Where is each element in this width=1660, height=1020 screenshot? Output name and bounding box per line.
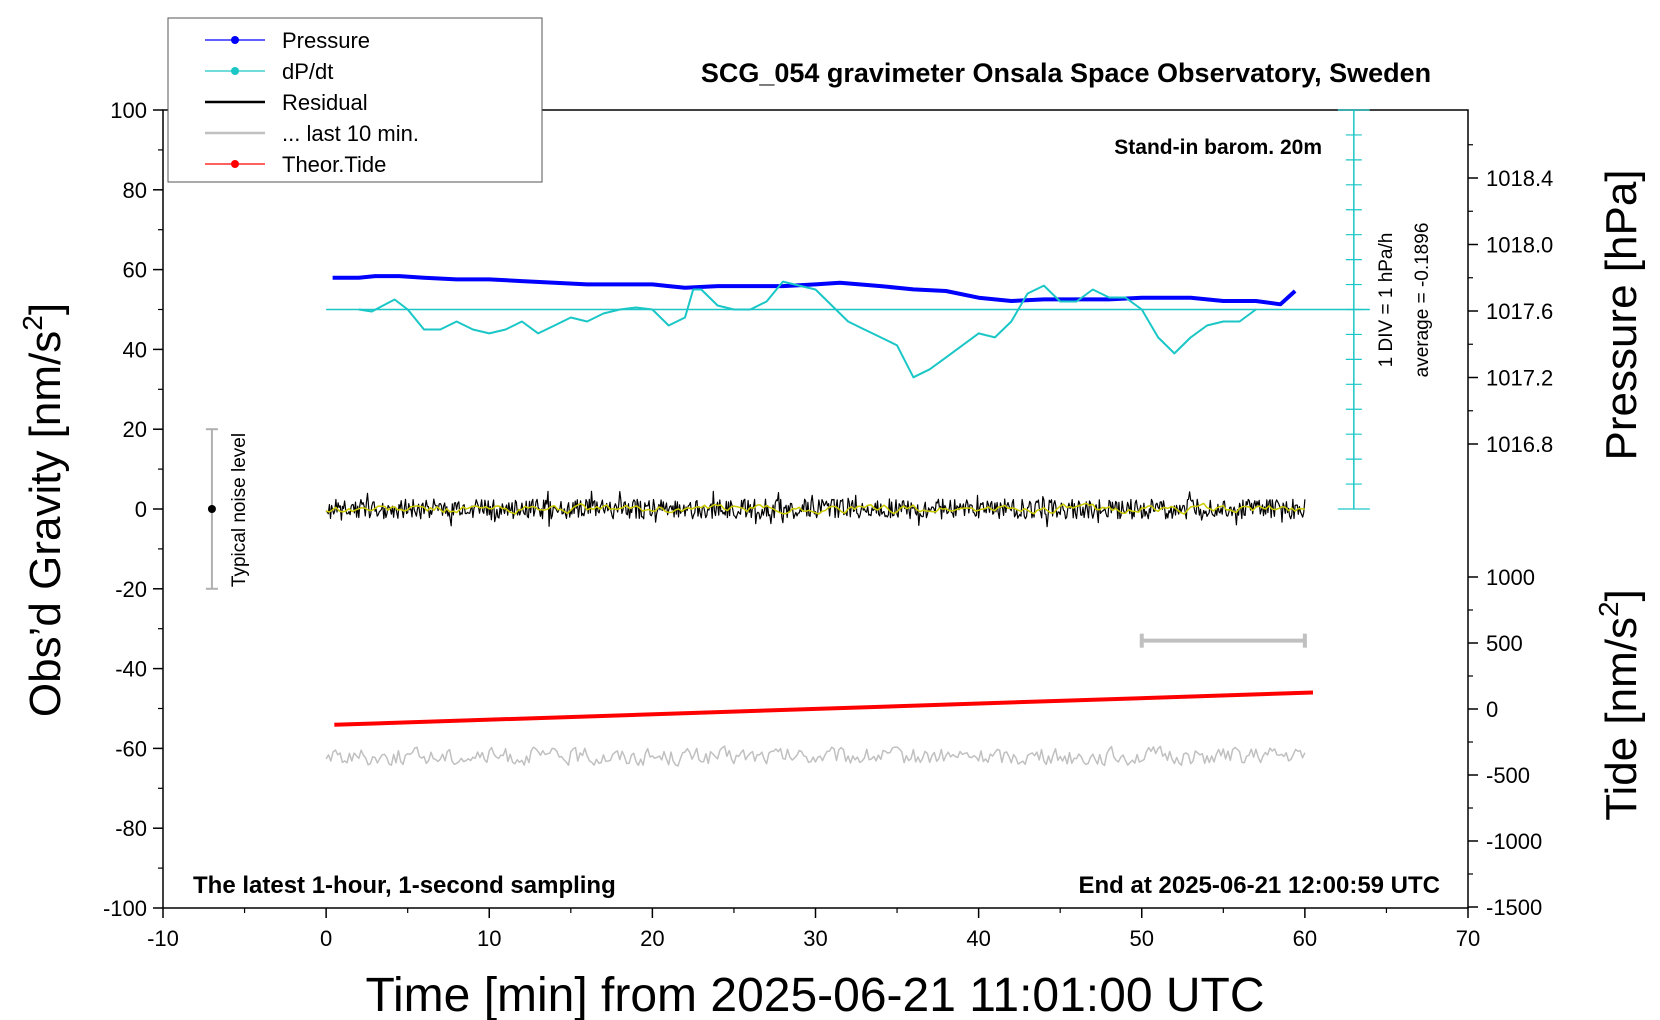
- footer-right-text: End at 2025-06-21 12:00:59 UTC: [1079, 872, 1441, 899]
- left-y-axis-label: Obs’d Gravity [nm/s2]: [17, 303, 70, 717]
- legend-label: Theor.Tide: [282, 152, 386, 177]
- series-residual-smoothed: [325, 502, 1305, 515]
- x-tick-label: 70: [1456, 926, 1480, 951]
- footer-left-text: The latest 1-hour, 1-second sampling: [193, 872, 616, 899]
- pressure-tick-label: 1017.2: [1486, 366, 1553, 391]
- series-theor-tide: [334, 690, 1314, 727]
- series-last-10-min: [325, 745, 1306, 767]
- noise-bar-center-dot: [207, 505, 216, 513]
- series-residual: [325, 490, 1306, 528]
- tide-tick-label: 1000: [1486, 565, 1535, 590]
- legend-marker: [231, 36, 239, 44]
- x-tick-label: 0: [320, 926, 332, 951]
- y-tick-label: -40: [115, 657, 147, 682]
- left-y-axis-label-main: Obs’d Gravity [nm/s: [21, 331, 70, 717]
- tide-tick-label: -1000: [1486, 829, 1542, 854]
- pressure-axis-label: Pressure [hPa]: [1597, 169, 1646, 460]
- pressure-tick-label: 1016.8: [1486, 432, 1553, 457]
- legend-label: ... last 10 min.: [282, 121, 419, 146]
- tide-tick-label: -1500: [1486, 895, 1542, 920]
- legend-label: Pressure: [282, 28, 370, 53]
- legend-label: Residual: [282, 90, 368, 115]
- pressure-tick-label: 1017.6: [1486, 299, 1553, 324]
- legend-marker: [231, 67, 239, 75]
- chart-subtitle: Stand-in barom. 20m: [1114, 136, 1322, 159]
- x-tick-label: 20: [640, 926, 664, 951]
- y-tick-label: 80: [123, 178, 147, 203]
- legend-marker: [231, 160, 239, 168]
- x-tick-label: 40: [966, 926, 990, 951]
- tide-axis: -1500 -1000 -500 0 500 1000: [1468, 565, 1542, 920]
- y-tick-label: 100: [110, 98, 147, 123]
- x-tick-label: 10: [477, 926, 501, 951]
- left-y-axis: -100 -80 -60 -40 -20 0 20 40 60 80 100: [103, 98, 163, 921]
- left-y-axis-label-sup: 2: [17, 315, 48, 331]
- y-tick-label: 60: [123, 258, 147, 283]
- y-tick-label: 40: [123, 337, 147, 362]
- tide-axis-label-main: Tide [nm/s: [1597, 617, 1646, 821]
- x-tick-label: -10: [147, 926, 179, 951]
- ten-minute-bar: [1139, 633, 1307, 648]
- pressure-tick-label: 1018.0: [1486, 233, 1553, 258]
- left-y-axis-label-end: ]: [21, 303, 70, 315]
- legend-box: [167, 17, 543, 183]
- x-tick-label: 50: [1130, 926, 1154, 951]
- legend: Pressure dP/dt Residual ... last 10 min. The…: [167, 17, 543, 183]
- x-tick-label: 60: [1293, 926, 1317, 951]
- series-dp-dt: [358, 280, 1257, 379]
- x-axis-label: Time [min] from 2025-06-21 11:01:00 UTC: [365, 969, 1264, 1020]
- y-tick-label: -80: [115, 816, 147, 841]
- series-pressure: [332, 274, 1297, 307]
- x-axis: -10 0 10 20 30 40 50 60 70: [147, 908, 1480, 951]
- y-tick-label: 0: [135, 497, 147, 522]
- tide-tick-label: 500: [1486, 631, 1523, 656]
- series-layer: [325, 274, 1314, 767]
- legend-label: dP/dt: [282, 59, 333, 84]
- y-tick-label: -60: [115, 736, 147, 761]
- y-tick-label: 20: [123, 417, 147, 442]
- tide-tick-label: -500: [1486, 763, 1530, 788]
- chart-title: SCG_054 gravimeter Onsala Space Observat…: [701, 58, 1431, 88]
- y-tick-label: -100: [103, 896, 147, 921]
- noise-level-label: Typical noise level: [229, 433, 250, 587]
- noise-level-bar: [205, 428, 218, 590]
- tide-axis-label-end: ]: [1597, 589, 1646, 601]
- tide-axis-label: Tide [nm/s2]: [1593, 589, 1646, 821]
- tide-axis-label-sup: 2: [1593, 601, 1624, 617]
- pressure-tick-label: 1018.4: [1486, 166, 1553, 191]
- tide-tick-label: 0: [1486, 697, 1498, 722]
- x-tick-label: 30: [803, 926, 827, 951]
- pressure-axis: 1016.8 1017.2 1017.6 1018.0 1018.4: [1468, 144, 1553, 457]
- dpdt-scale-label: 1 DIV = 1 hPa/h: [1376, 233, 1397, 368]
- dpdt-average-label: average = -0.1896: [1412, 223, 1433, 378]
- y-tick-label: -20: [115, 577, 147, 602]
